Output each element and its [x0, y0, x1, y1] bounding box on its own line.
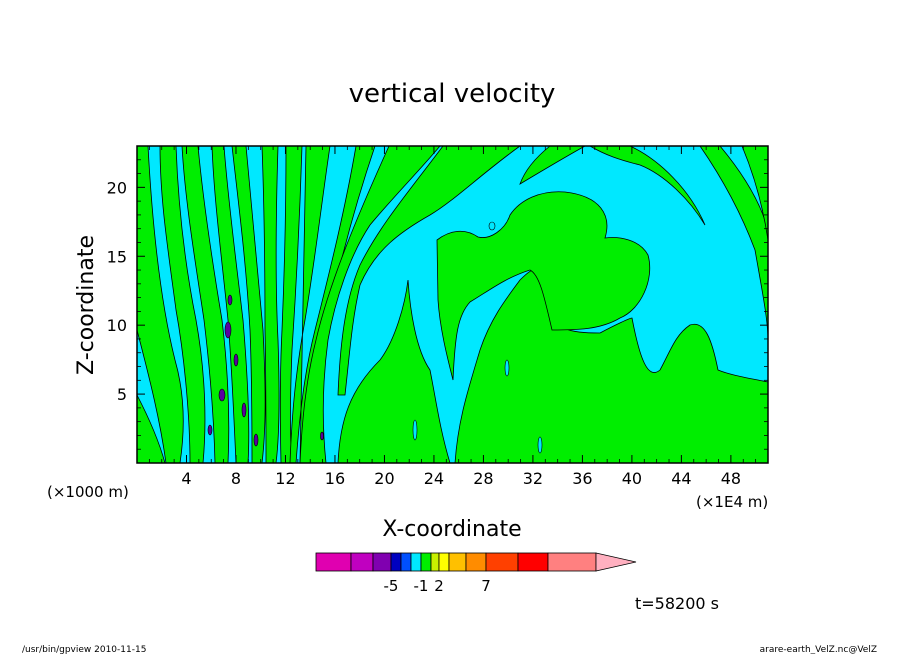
- x-tick-label: 40: [622, 469, 642, 488]
- plot-frame: [136, 145, 769, 464]
- contour-blob: [253, 433, 259, 447]
- y-axis-ticks: 5 10 15 20: [107, 159, 768, 450]
- colorbar-bin: [410, 552, 422, 572]
- x-tick-label: 24: [424, 469, 444, 488]
- chart-title: vertical velocity: [349, 79, 556, 109]
- contour-blob: [504, 359, 510, 377]
- colorbar-overflow-triangle: [595, 552, 637, 572]
- x-tick-label: 16: [325, 469, 345, 488]
- y-tick-label: 20: [107, 178, 127, 197]
- colorbar-bin: [315, 552, 352, 572]
- contour-blob: [412, 419, 418, 441]
- positive-region: [136, 145, 184, 464]
- contour-regions: [136, 145, 769, 464]
- x-tick-label: 8: [231, 469, 241, 488]
- colorbar-bin: [547, 552, 597, 572]
- colorbar: -5 -1 2 7: [315, 552, 637, 595]
- contour-blob: [224, 321, 232, 339]
- colorbar-label: -1: [414, 577, 429, 595]
- colorbar-bin: [430, 552, 440, 572]
- x-unit-right: (×1E4 m): [696, 493, 768, 511]
- contour-blob: [207, 424, 213, 436]
- y-tick-label: 10: [107, 316, 127, 335]
- colorbar-bin: [372, 552, 392, 572]
- x-tick-label: 32: [523, 469, 543, 488]
- colorbar-bin: [400, 552, 412, 572]
- x-tick-label: 36: [572, 469, 592, 488]
- colorbar-bin: [420, 552, 432, 572]
- positive-region: [588, 145, 706, 226]
- contour-blob: [218, 388, 226, 402]
- time-label: t=58200 s: [635, 594, 719, 613]
- y-axis-label: Z-coordinate: [74, 235, 99, 375]
- positive-region: [519, 145, 587, 185]
- colorbar-bin: [517, 552, 549, 572]
- contour-blob: [241, 402, 247, 418]
- x-unit-left: (×1000 m): [47, 483, 129, 501]
- positive-region: [337, 279, 451, 464]
- y-tick-label: 15: [107, 247, 127, 266]
- x-axis-ticks: 4 8 12 16 20 24 28 32 36 40 44 48: [148, 146, 757, 488]
- footer-left: /usr/bin/gpview 2010-11-15: [22, 645, 146, 654]
- colorbar-bin: [465, 552, 487, 572]
- x-tick-label: 4: [181, 469, 191, 488]
- positive-region: [436, 191, 651, 381]
- contour-blob: [320, 431, 324, 441]
- contour-blob: [233, 353, 239, 367]
- x-axis-label: X-coordinate: [382, 517, 521, 542]
- x-tick-label: 44: [671, 469, 691, 488]
- contour-blob: [488, 221, 496, 231]
- colorbar-label: -5: [384, 577, 399, 595]
- x-tick-label: 20: [374, 469, 394, 488]
- colorbar-bin: [350, 552, 374, 572]
- x-tick-label: 12: [275, 469, 295, 488]
- colorbar-bin: [485, 552, 519, 572]
- positive-region: [337, 145, 522, 396]
- colorbar-label: 7: [481, 577, 491, 595]
- footer-right: arare-earth_VelZ.nc@VelZ: [760, 645, 877, 654]
- positive-region: [634, 145, 769, 341]
- y-tick-label: 5: [117, 385, 127, 404]
- x-tick-label: 28: [473, 469, 493, 488]
- x-tick-label: 48: [721, 469, 741, 488]
- colorbar-bin: [448, 552, 467, 572]
- colorbar-label: 2: [434, 577, 444, 595]
- contour-blob: [227, 294, 233, 306]
- colorbar-bin: [438, 552, 450, 572]
- positive-region: [299, 145, 441, 464]
- positive-region: [454, 268, 769, 464]
- contour-blob: [537, 436, 543, 454]
- colorbar-bin: [390, 552, 402, 572]
